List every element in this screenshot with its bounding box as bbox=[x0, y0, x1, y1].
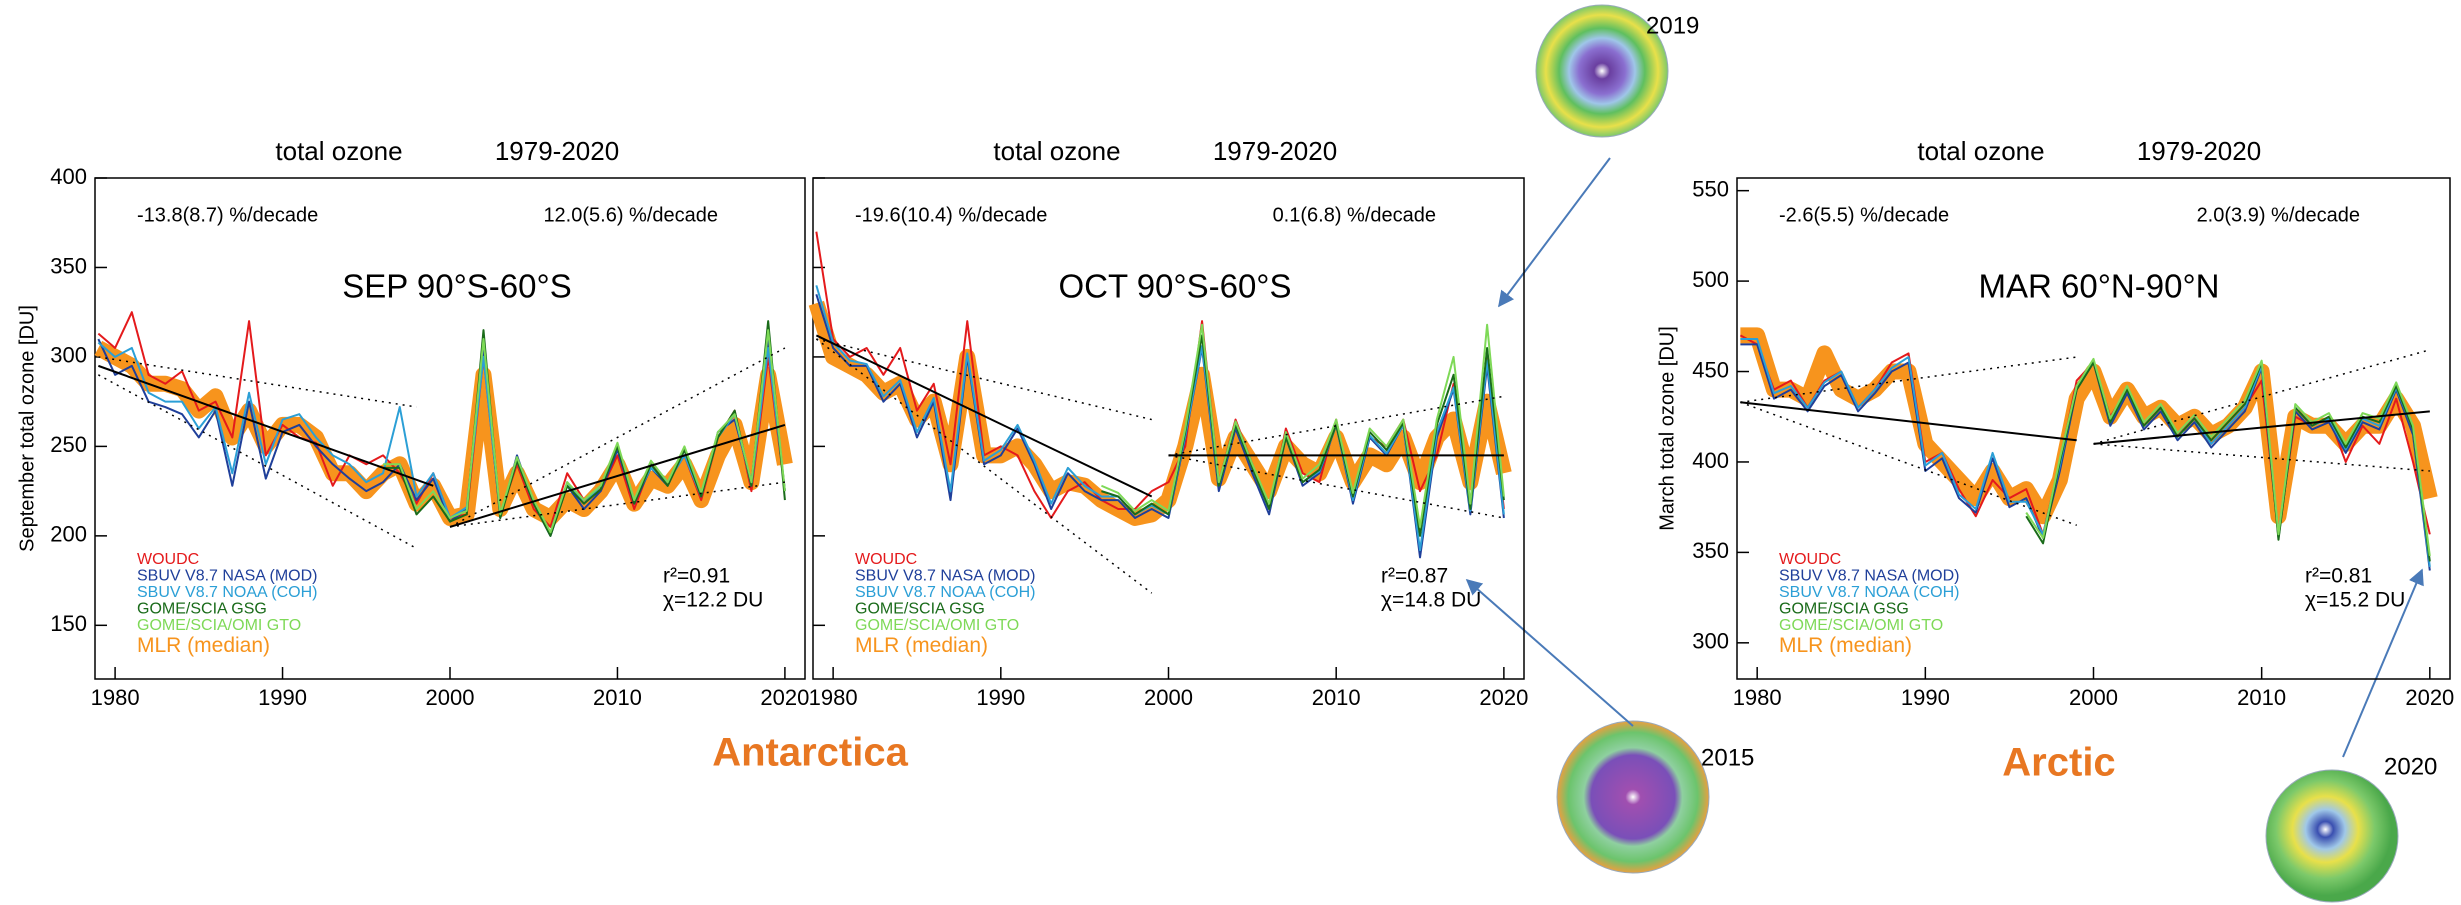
panel-label: SEP 90°S-60°S bbox=[342, 268, 571, 305]
period: 1979-2020 bbox=[2137, 136, 2261, 166]
series-line bbox=[1740, 335, 2429, 534]
legend-entry: WOUDC bbox=[1779, 551, 1841, 568]
region-label: Arctic bbox=[2002, 741, 2115, 785]
y-tick-label: 550 bbox=[1692, 176, 1729, 201]
map-year: 2020 bbox=[2384, 753, 2437, 780]
chart-title: total ozone bbox=[275, 136, 402, 166]
trend-text: 2.0(3.9) %/decade bbox=[2197, 204, 2360, 226]
median-band bbox=[1740, 335, 2429, 516]
fit-line bbox=[1740, 402, 2076, 440]
fit-stat: χ=12.2 DU bbox=[663, 589, 763, 612]
trend-text: -2.6(5.5) %/decade bbox=[1779, 204, 1949, 226]
x-tick-label: 2010 bbox=[593, 685, 642, 710]
x-tick-label: 2010 bbox=[1312, 685, 1361, 710]
legend-entry: SBUV V8.7 NOAA (COH) bbox=[1779, 584, 1960, 601]
trend-text: 12.0(5.6) %/decade bbox=[543, 204, 718, 226]
y-tick-label: 350 bbox=[1692, 538, 1729, 563]
legend-entry: MLR (median) bbox=[855, 634, 988, 657]
trend-text: 0.1(6.8) %/decade bbox=[1273, 204, 1436, 226]
panel-label: MAR 60°N-90°N bbox=[1979, 268, 2220, 305]
x-tick-label: 2020 bbox=[1479, 685, 1528, 710]
legend-entry: WOUDC bbox=[855, 551, 917, 568]
y-axis-label: March total ozone [DU] bbox=[1656, 326, 1678, 531]
ozone-map bbox=[2266, 770, 2398, 902]
legend-entry: WOUDC bbox=[137, 551, 199, 568]
y-axis-label: September total ozone [DU] bbox=[16, 305, 38, 552]
x-tick-label: 1990 bbox=[976, 685, 1025, 710]
legend-entry: SBUV V8.7 NASA (MOD) bbox=[855, 568, 1036, 585]
region-label: Antarctica bbox=[712, 731, 908, 775]
legend-entry: SBUV V8.7 NASA (MOD) bbox=[1779, 568, 1960, 585]
legend-entry: MLR (median) bbox=[137, 634, 270, 657]
x-tick-label: 2020 bbox=[2405, 685, 2454, 710]
legend-entry: GOME/SCIA GSG bbox=[855, 601, 985, 618]
legend-entry: GOME/SCIA/OMI GTO bbox=[855, 617, 1019, 634]
y-tick-label: 200 bbox=[50, 522, 87, 547]
y-tick-label: 400 bbox=[50, 164, 87, 189]
confidence-line bbox=[2094, 444, 2430, 471]
y-tick-label: 150 bbox=[50, 611, 87, 636]
y-tick-label: 450 bbox=[1692, 357, 1729, 382]
x-tick-label: 1990 bbox=[258, 685, 307, 710]
x-tick-label: 1980 bbox=[91, 685, 140, 710]
legend-entry: MLR (median) bbox=[1779, 634, 1912, 657]
legend-entry: GOME/SCIA/OMI GTO bbox=[1779, 617, 1943, 634]
fit-stat: r²=0.91 bbox=[663, 565, 730, 588]
legend-entry: SBUV V8.7 NASA (MOD) bbox=[137, 568, 318, 585]
legend-entry: GOME/SCIA GSG bbox=[137, 601, 267, 618]
y-tick-label: 350 bbox=[50, 253, 87, 278]
chart-title: total ozone bbox=[1917, 136, 2044, 166]
x-tick-label: 1980 bbox=[1733, 685, 1782, 710]
arrow bbox=[1499, 158, 1610, 306]
period: 1979-2020 bbox=[1213, 136, 1337, 166]
x-tick-label: 1980 bbox=[809, 685, 858, 710]
x-tick-label: 2000 bbox=[2069, 685, 2118, 710]
fit-stat: r²=0.87 bbox=[1381, 565, 1448, 588]
trend-text: -13.8(8.7) %/decade bbox=[137, 204, 318, 226]
trend-text: -19.6(10.4) %/decade bbox=[855, 204, 1047, 226]
x-tick-label: 2020 bbox=[760, 685, 809, 710]
legend-entry: GOME/SCIA/OMI GTO bbox=[137, 617, 301, 634]
y-tick-label: 500 bbox=[1692, 267, 1729, 292]
y-tick-label: 300 bbox=[1692, 629, 1729, 654]
y-tick-label: 250 bbox=[50, 432, 87, 457]
figure: 2019 2015 2020 Antarctica Arctic total o… bbox=[0, 0, 2461, 905]
period: 1979-2020 bbox=[495, 136, 619, 166]
confidence-line bbox=[98, 375, 416, 549]
map-year: 2019 bbox=[1646, 12, 1699, 39]
panel-label: OCT 90°S-60°S bbox=[1058, 268, 1291, 305]
legend-entry: SBUV V8.7 NOAA (COH) bbox=[855, 584, 1036, 601]
x-tick-label: 1990 bbox=[1901, 685, 1950, 710]
legend-entry: GOME/SCIA GSG bbox=[1779, 601, 1909, 618]
fit-stat: χ=14.8 DU bbox=[1381, 589, 1481, 612]
y-tick-label: 400 bbox=[1692, 448, 1729, 473]
map-year: 2015 bbox=[1701, 744, 1754, 771]
x-tick-label: 2010 bbox=[2237, 685, 2286, 710]
chart-title: total ozone bbox=[993, 136, 1120, 166]
fit-stat: χ=15.2 DU bbox=[2305, 589, 2405, 612]
x-tick-label: 2000 bbox=[426, 685, 475, 710]
y-tick-label: 300 bbox=[50, 343, 87, 368]
x-tick-label: 2000 bbox=[1144, 685, 1193, 710]
fit-stat: r²=0.81 bbox=[2305, 565, 2372, 588]
legend-entry: SBUV V8.7 NOAA (COH) bbox=[137, 584, 318, 601]
ozone-map bbox=[1557, 721, 1709, 873]
fit-line bbox=[816, 335, 1151, 496]
